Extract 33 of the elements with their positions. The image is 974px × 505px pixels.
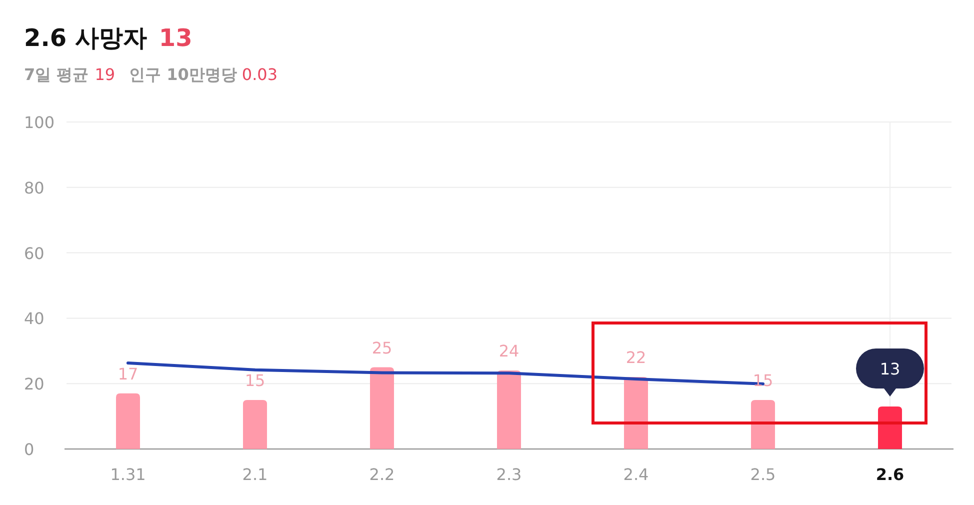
- x-tick-label: 2.4: [623, 465, 649, 484]
- bar: [624, 377, 648, 449]
- text: 19: [94, 65, 116, 84]
- bar: [116, 393, 140, 449]
- x-tick-label: 2.3: [496, 465, 522, 484]
- y-tick-label: 100: [24, 113, 55, 132]
- y-tick-label: 60: [24, 244, 44, 263]
- data-label: 25: [372, 338, 392, 358]
- bar: [497, 370, 521, 449]
- x-tick-label: 2.2: [369, 465, 395, 484]
- data-label: 13: [880, 359, 900, 378]
- y-tick-label: 80: [24, 178, 44, 198]
- bar: [370, 367, 394, 449]
- bar: [878, 406, 902, 449]
- x-tick-label: 2.1: [242, 465, 268, 484]
- x-tick-label: 1.31: [110, 465, 146, 484]
- data-label: 22: [626, 348, 646, 368]
- data-label: 24: [498, 342, 520, 361]
- text: 인구 10만명당: [129, 65, 237, 84]
- text: 0.03: [242, 65, 278, 84]
- data-label: 15: [244, 370, 266, 390]
- chart-subtitle: 7일 평균: [24, 65, 89, 84]
- data-label: 15: [752, 370, 774, 390]
- y-tick-label: 40: [24, 309, 44, 328]
- y-tick-label: 0: [24, 440, 34, 459]
- x-tick-label: 2.5: [750, 465, 776, 484]
- x-tick-label: 2.6: [876, 465, 904, 484]
- text: 13: [158, 24, 192, 52]
- data-label: 17: [118, 364, 138, 384]
- y-tick-label: 20: [24, 374, 44, 394]
- bar: [751, 400, 775, 449]
- bar: [243, 400, 267, 449]
- chart-title: 2.6 사망자: [24, 24, 147, 52]
